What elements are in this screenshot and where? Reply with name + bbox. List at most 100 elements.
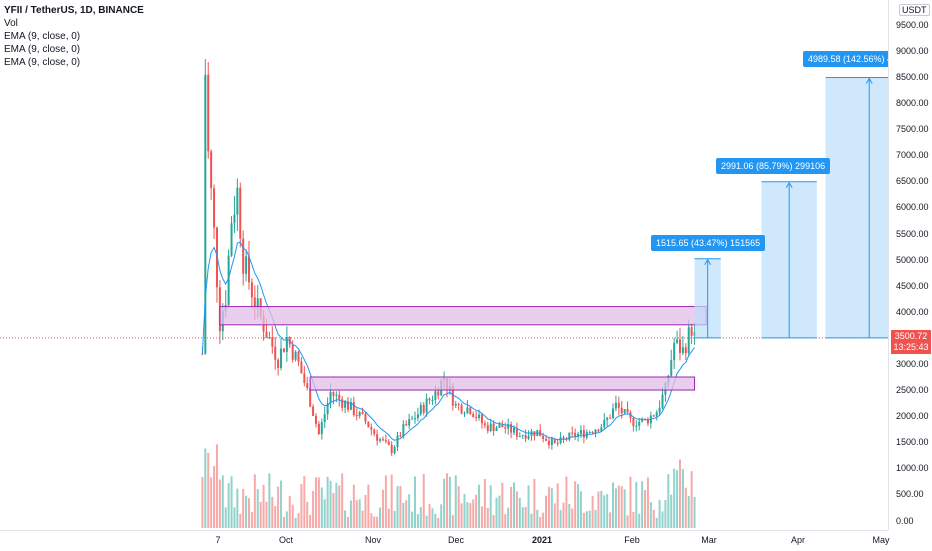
volume-bar [382, 490, 384, 528]
volume-bar [222, 475, 224, 528]
volume-bar [248, 498, 250, 528]
volume-bar [423, 474, 425, 528]
time-axis[interactable]: 7 Oct Nov Dec 2021 Feb Mar Apr May [0, 530, 888, 551]
price-tick: 8000.00 [896, 98, 929, 108]
price-tick: 6500.00 [896, 176, 929, 186]
candle-body [318, 424, 320, 434]
candle-body [353, 402, 355, 415]
volume-bar [420, 507, 422, 528]
volume-bar [519, 498, 521, 528]
candle-body [434, 391, 436, 400]
volume-bar [292, 505, 294, 528]
candle-body [236, 188, 238, 215]
ema-indicator-label-2[interactable]: EMA (9, close, 0) [4, 43, 144, 56]
time-tick: Oct [279, 535, 293, 545]
volume-bar [615, 488, 617, 528]
volume-bar [481, 507, 483, 528]
volume-bar [201, 477, 203, 528]
volume-bar [298, 513, 300, 528]
volume-bar [673, 469, 675, 528]
volume-bar [586, 511, 588, 528]
candle-body [280, 349, 282, 368]
ema-line [202, 242, 694, 440]
volume-bar [379, 508, 381, 528]
volume-bar [437, 518, 439, 528]
volume-bar [635, 482, 637, 528]
volume-bar [265, 502, 267, 528]
candle-body [257, 298, 259, 307]
volume-bar [449, 477, 451, 528]
volume-bar [618, 486, 620, 528]
time-tick: Feb [624, 535, 640, 545]
volume-bar [405, 500, 407, 528]
candle-body [624, 409, 626, 413]
candle-body [528, 436, 530, 439]
candle-body [213, 188, 215, 227]
volume-bar [411, 512, 413, 528]
volume-bar [399, 486, 401, 528]
target-callout-2[interactable]: 2991.06 (85.79%) 299106 [716, 158, 830, 174]
volume-bar [551, 488, 553, 528]
candle-body [466, 407, 468, 413]
volume-bar [312, 491, 314, 528]
volume-bar [498, 496, 500, 528]
volume-bar [583, 513, 585, 528]
symbol-title[interactable]: YFII / TetherUS, 1D, BINANCE [4, 4, 144, 17]
candle-body [338, 395, 340, 399]
volume-bar [388, 509, 390, 528]
volume-bar [213, 466, 215, 528]
ema-indicator-label-3[interactable]: EMA (9, close, 0) [4, 56, 144, 69]
candle-body [472, 414, 474, 417]
volume-bar [659, 500, 661, 528]
price-axis[interactable]: USDT 9500.00 9000.00 8500.00 8000.00 7500.00… [888, 0, 932, 530]
volume-bar [676, 470, 678, 528]
volume-bar [627, 515, 629, 528]
volume-bar [327, 477, 329, 528]
chart-area[interactable]: YFII / TetherUS, 1D, BINANCE Vol EMA (9,… [0, 0, 888, 530]
volume-bar [670, 495, 672, 528]
volume-bar [688, 496, 690, 528]
volume-bar [577, 484, 579, 528]
candle-body [475, 417, 477, 418]
time-tick: 7 [215, 535, 220, 545]
candle-body [490, 423, 492, 431]
time-tick: Mar [701, 535, 717, 545]
volume-bar [446, 473, 448, 528]
candle-body [362, 412, 364, 414]
volume-bar [228, 483, 230, 528]
volume-bar [231, 476, 233, 528]
currency-label[interactable]: USDT [899, 4, 930, 16]
price-chart-svg[interactable] [0, 0, 888, 530]
volume-bar [289, 496, 291, 528]
volume-bar [682, 469, 684, 528]
volume-bar [545, 496, 547, 528]
volume-bar [691, 471, 693, 528]
volume-bar [338, 486, 340, 528]
volume-bar [472, 499, 474, 528]
volume-bar [210, 477, 212, 528]
volume-bar [638, 514, 640, 528]
ema-indicator-label-1[interactable]: EMA (9, close, 0) [4, 30, 144, 43]
volume-bar [306, 502, 308, 528]
candle-body [411, 418, 413, 419]
candle-body [242, 239, 244, 274]
time-tick: Dec [448, 535, 464, 545]
target-callout-1[interactable]: 1515.65 (43.47%) 151565 [651, 235, 765, 251]
candle-body [321, 422, 323, 434]
candle-body [300, 362, 302, 374]
volume-bar [595, 510, 597, 528]
target-callout-3[interactable]: 4989.58 (142.56%) 4989 [803, 51, 888, 67]
volume-bar [560, 510, 562, 528]
volume-bar [434, 514, 436, 528]
volume-indicator-label[interactable]: Vol [4, 17, 144, 30]
candle-body [245, 256, 247, 273]
price-tick: 7500.00 [896, 124, 929, 134]
candle-body [426, 399, 428, 413]
candle-body [210, 151, 212, 188]
volume-bar [568, 504, 570, 528]
volume-bar [233, 507, 235, 528]
candle-body [437, 391, 439, 395]
candle-body [659, 408, 661, 412]
volume-bar [286, 511, 288, 528]
volume-bar [525, 507, 527, 528]
